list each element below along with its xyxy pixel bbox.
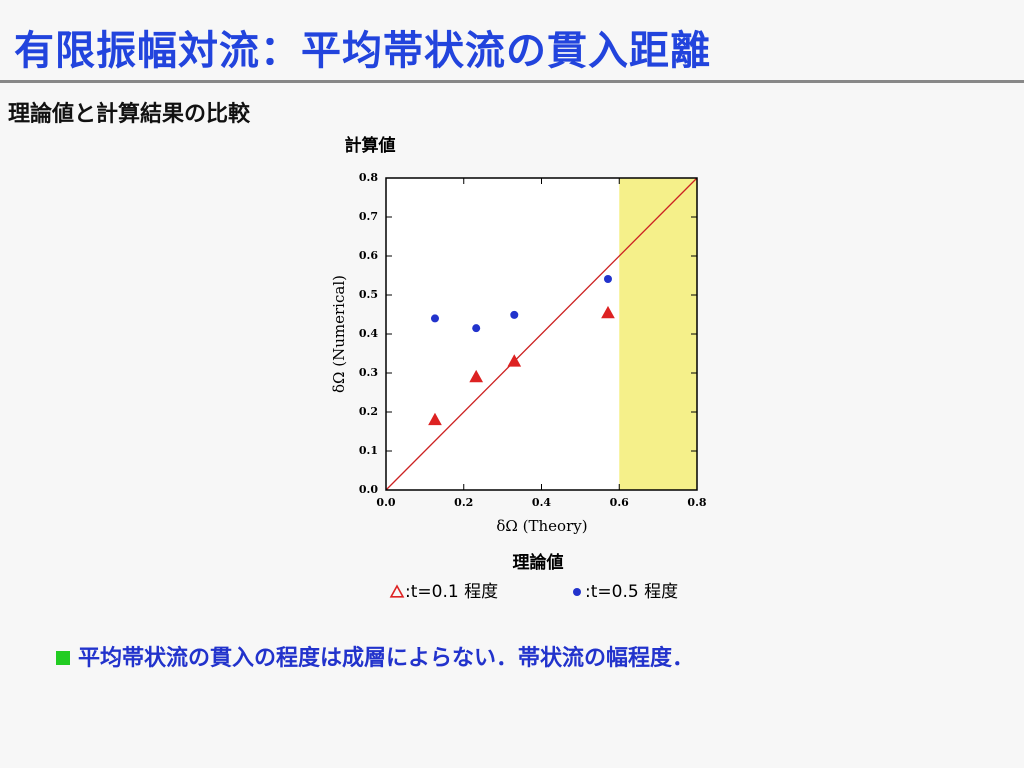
y-tick-label: 0.3 — [359, 366, 378, 379]
bullet-text: 平均帯状流の貫入の程度は成層によらない．帯状流の幅程度． — [78, 646, 695, 671]
circle-point — [430, 314, 439, 323]
x-tick-label: 0.2 — [454, 496, 473, 509]
x-tick-label: 0.6 — [610, 496, 629, 509]
circle-point — [603, 275, 612, 284]
chart: 計算値 理論値 δΩ (Theory) δΩ (Numerical) 0.0 0.… — [330, 135, 707, 602]
bullet-marker — [56, 651, 70, 665]
x-tick-label: 0.8 — [687, 496, 706, 509]
triangle-point — [507, 354, 522, 367]
y-tick-label: 0.2 — [359, 405, 378, 418]
title-rule — [0, 80, 1024, 83]
circle-point — [510, 310, 519, 319]
x-tick-label: 0.0 — [376, 496, 395, 509]
legend-marker — [573, 588, 581, 596]
y-tick-label: 0.4 — [359, 327, 378, 340]
triangle-point — [601, 305, 615, 319]
x-tick-label: 0.4 — [532, 496, 551, 509]
y-axis-label: δΩ (Numerical) — [330, 275, 348, 393]
x-axis-label: δΩ (Theory) — [496, 517, 587, 535]
y-tick-label: 0.8 — [359, 171, 378, 184]
slide-title: 有限振幅対流：平均帯状流の貫入距離 — [14, 28, 711, 74]
y-tick-label: 0.1 — [359, 444, 378, 457]
y-tick-label: 0.7 — [359, 210, 378, 223]
triangle-point — [469, 369, 484, 383]
reference-line — [385, 177, 698, 491]
y-tick-label: 0.6 — [359, 249, 378, 262]
legend-label: :t=0.1 程度 — [405, 582, 498, 602]
triangle-point — [428, 412, 442, 426]
bottom-label: 理論値 — [513, 552, 564, 573]
circle-point — [472, 324, 481, 333]
legend-marker — [389, 584, 405, 598]
bullet: 平均帯状流の貫入の程度は成層によらない．帯状流の幅程度． — [56, 640, 694, 672]
shaded-region — [619, 178, 697, 490]
top-label: 計算値 — [345, 135, 396, 156]
y-tick-label: 0.0 — [359, 483, 378, 496]
y-tick-label: 0.5 — [359, 288, 378, 301]
subtitle: 理論値と計算結果の比較 — [8, 102, 251, 127]
legend-label: :t=0.5 程度 — [585, 582, 678, 602]
